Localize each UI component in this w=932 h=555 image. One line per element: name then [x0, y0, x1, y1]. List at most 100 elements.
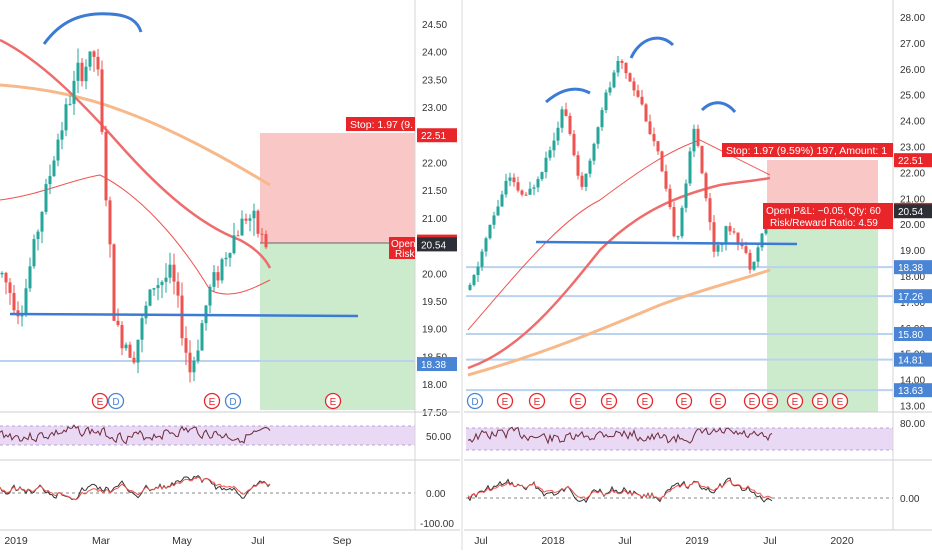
right-candle-body — [708, 198, 712, 223]
left-support-line[interactable] — [9, 312, 359, 318]
right-stop-label-bg — [722, 143, 893, 157]
right-candle-body — [712, 222, 716, 252]
left-price-tick: 18.00 — [422, 380, 447, 391]
right-event-marker[interactable]: E — [749, 397, 756, 408]
left-candle-body — [20, 315, 24, 317]
left-candle-body — [224, 257, 228, 260]
right-price-tag: 14.81 — [898, 356, 923, 367]
right-candle-body — [652, 133, 656, 142]
left-event-marker[interactable]: E — [97, 397, 104, 408]
right-event-marker[interactable]: E — [817, 397, 824, 408]
right-event-marker[interactable]: E — [606, 397, 613, 408]
right-stop-label: Stop: 1.97 (9.59%) 197, Amount: 1 — [726, 145, 887, 157]
right-event-marker-circle[interactable] — [709, 392, 727, 410]
left-candle-body — [144, 305, 148, 319]
right-event-marker-circle[interactable] — [761, 392, 779, 410]
right-candle-body — [684, 183, 688, 208]
right-event-marker-circle[interactable] — [466, 392, 484, 410]
right-candle-body — [532, 187, 536, 189]
left-candle-body — [220, 259, 224, 281]
right-macd-axis-zero: 0.00 — [900, 494, 920, 505]
right-event-marker[interactable]: E — [642, 397, 649, 408]
left-position-label-bg — [389, 237, 415, 259]
right-time-axis[interactable]: Jul 2018 Jul 2019 Jul 2020 — [474, 535, 854, 547]
left-time-axis[interactable]: 2019 Mar May Jul Sep — [4, 535, 351, 547]
right-event-marker-circle[interactable] — [831, 392, 849, 410]
left-event-marker-circle[interactable] — [203, 392, 221, 410]
right-event-marker[interactable]: D — [471, 397, 478, 408]
right-event-marker[interactable]: E — [681, 397, 688, 408]
right-event-marker[interactable]: E — [837, 397, 844, 408]
left-stop-zone[interactable] — [260, 133, 415, 243]
right-event-marker[interactable]: E — [792, 397, 799, 408]
right-candle-body — [492, 215, 496, 225]
left-price-tag-bg — [417, 128, 457, 143]
right-candle-body — [724, 226, 728, 244]
right-head-arc[interactable] — [629, 36, 675, 59]
right-price-tick: 20.00 — [900, 220, 925, 231]
right-candle-body — [736, 232, 740, 244]
right-event-marker-circle[interactable] — [569, 392, 587, 410]
right-price-tag-bg — [894, 326, 932, 341]
right-candle-body — [688, 151, 692, 184]
right-event-marker[interactable]: E — [715, 397, 722, 408]
left-event-marker-circle[interactable] — [107, 392, 125, 410]
left-candle-body — [168, 264, 172, 278]
right-price-tag: 20.54 — [898, 207, 923, 218]
right-ma-slow — [467, 176, 771, 370]
right-chart: 28.00 27.00 26.00 25.00 24.00 23.00 22.00 21.00… — [464, 0, 932, 547]
left-event-marker[interactable]: D — [112, 397, 119, 408]
right-candle-body — [656, 141, 660, 152]
left-candle-body — [24, 288, 28, 316]
right-event-marker[interactable]: E — [575, 397, 582, 408]
left-event-marker[interactable]: D — [229, 397, 236, 408]
right-event-marker[interactable]: E — [767, 397, 774, 408]
right-price-tag: 15.80 — [898, 330, 923, 341]
left-candle-body — [28, 266, 32, 289]
right-event-marker-circle[interactable] — [636, 392, 654, 410]
right-candle-body — [488, 224, 492, 239]
left-candle-body — [180, 295, 184, 339]
left-open-label: Open — [391, 239, 415, 250]
left-price-tick: 21.00 — [422, 214, 447, 225]
left-peak-arc[interactable] — [42, 12, 143, 45]
right-candle-body — [680, 207, 684, 237]
right-target-zone[interactable] — [767, 212, 878, 412]
left-candle-body — [216, 272, 220, 281]
right-price-tag-bg — [894, 204, 932, 219]
right-support-line[interactable] — [535, 240, 798, 246]
right-candle-body — [544, 157, 548, 173]
right-candle-body — [536, 179, 540, 188]
left-candle-body — [116, 320, 120, 326]
left-event-marker-circle[interactable] — [91, 392, 109, 410]
right-event-marker-circle[interactable] — [786, 392, 804, 410]
left-candle-body — [184, 338, 188, 353]
right-candle-body — [632, 81, 636, 91]
right-event-marker-circle[interactable] — [528, 392, 546, 410]
right-price-tag: 22.51 — [898, 156, 923, 167]
left-candle-body — [120, 325, 124, 349]
right-horizontal-levels[interactable] — [466, 266, 893, 392]
right-event-marker-circle[interactable] — [811, 392, 829, 410]
right-event-marker-circle[interactable] — [600, 392, 618, 410]
left-candle-body — [164, 277, 168, 282]
right-candle-body — [748, 252, 752, 270]
right-candle-body — [752, 261, 756, 270]
right-left-shoulder-arc[interactable] — [545, 87, 591, 104]
right-right-shoulder-arc[interactable] — [700, 101, 737, 114]
left-event-marker[interactable]: E — [330, 397, 337, 408]
right-event-marker[interactable]: E — [534, 397, 541, 408]
right-candle-body — [552, 140, 556, 151]
left-event-marker[interactable]: E — [209, 397, 216, 408]
right-event-marker-circle[interactable] — [675, 392, 693, 410]
right-event-marker-circle[interactable] — [496, 392, 514, 410]
left-event-marker-circle[interactable] — [224, 392, 242, 410]
right-candle-body — [576, 155, 580, 176]
right-event-marker[interactable]: E — [502, 397, 509, 408]
right-candle-body — [512, 177, 516, 183]
left-target-zone[interactable] — [260, 243, 415, 410]
right-event-marker-circle[interactable] — [743, 392, 761, 410]
left-event-marker-circle[interactable] — [324, 392, 342, 410]
